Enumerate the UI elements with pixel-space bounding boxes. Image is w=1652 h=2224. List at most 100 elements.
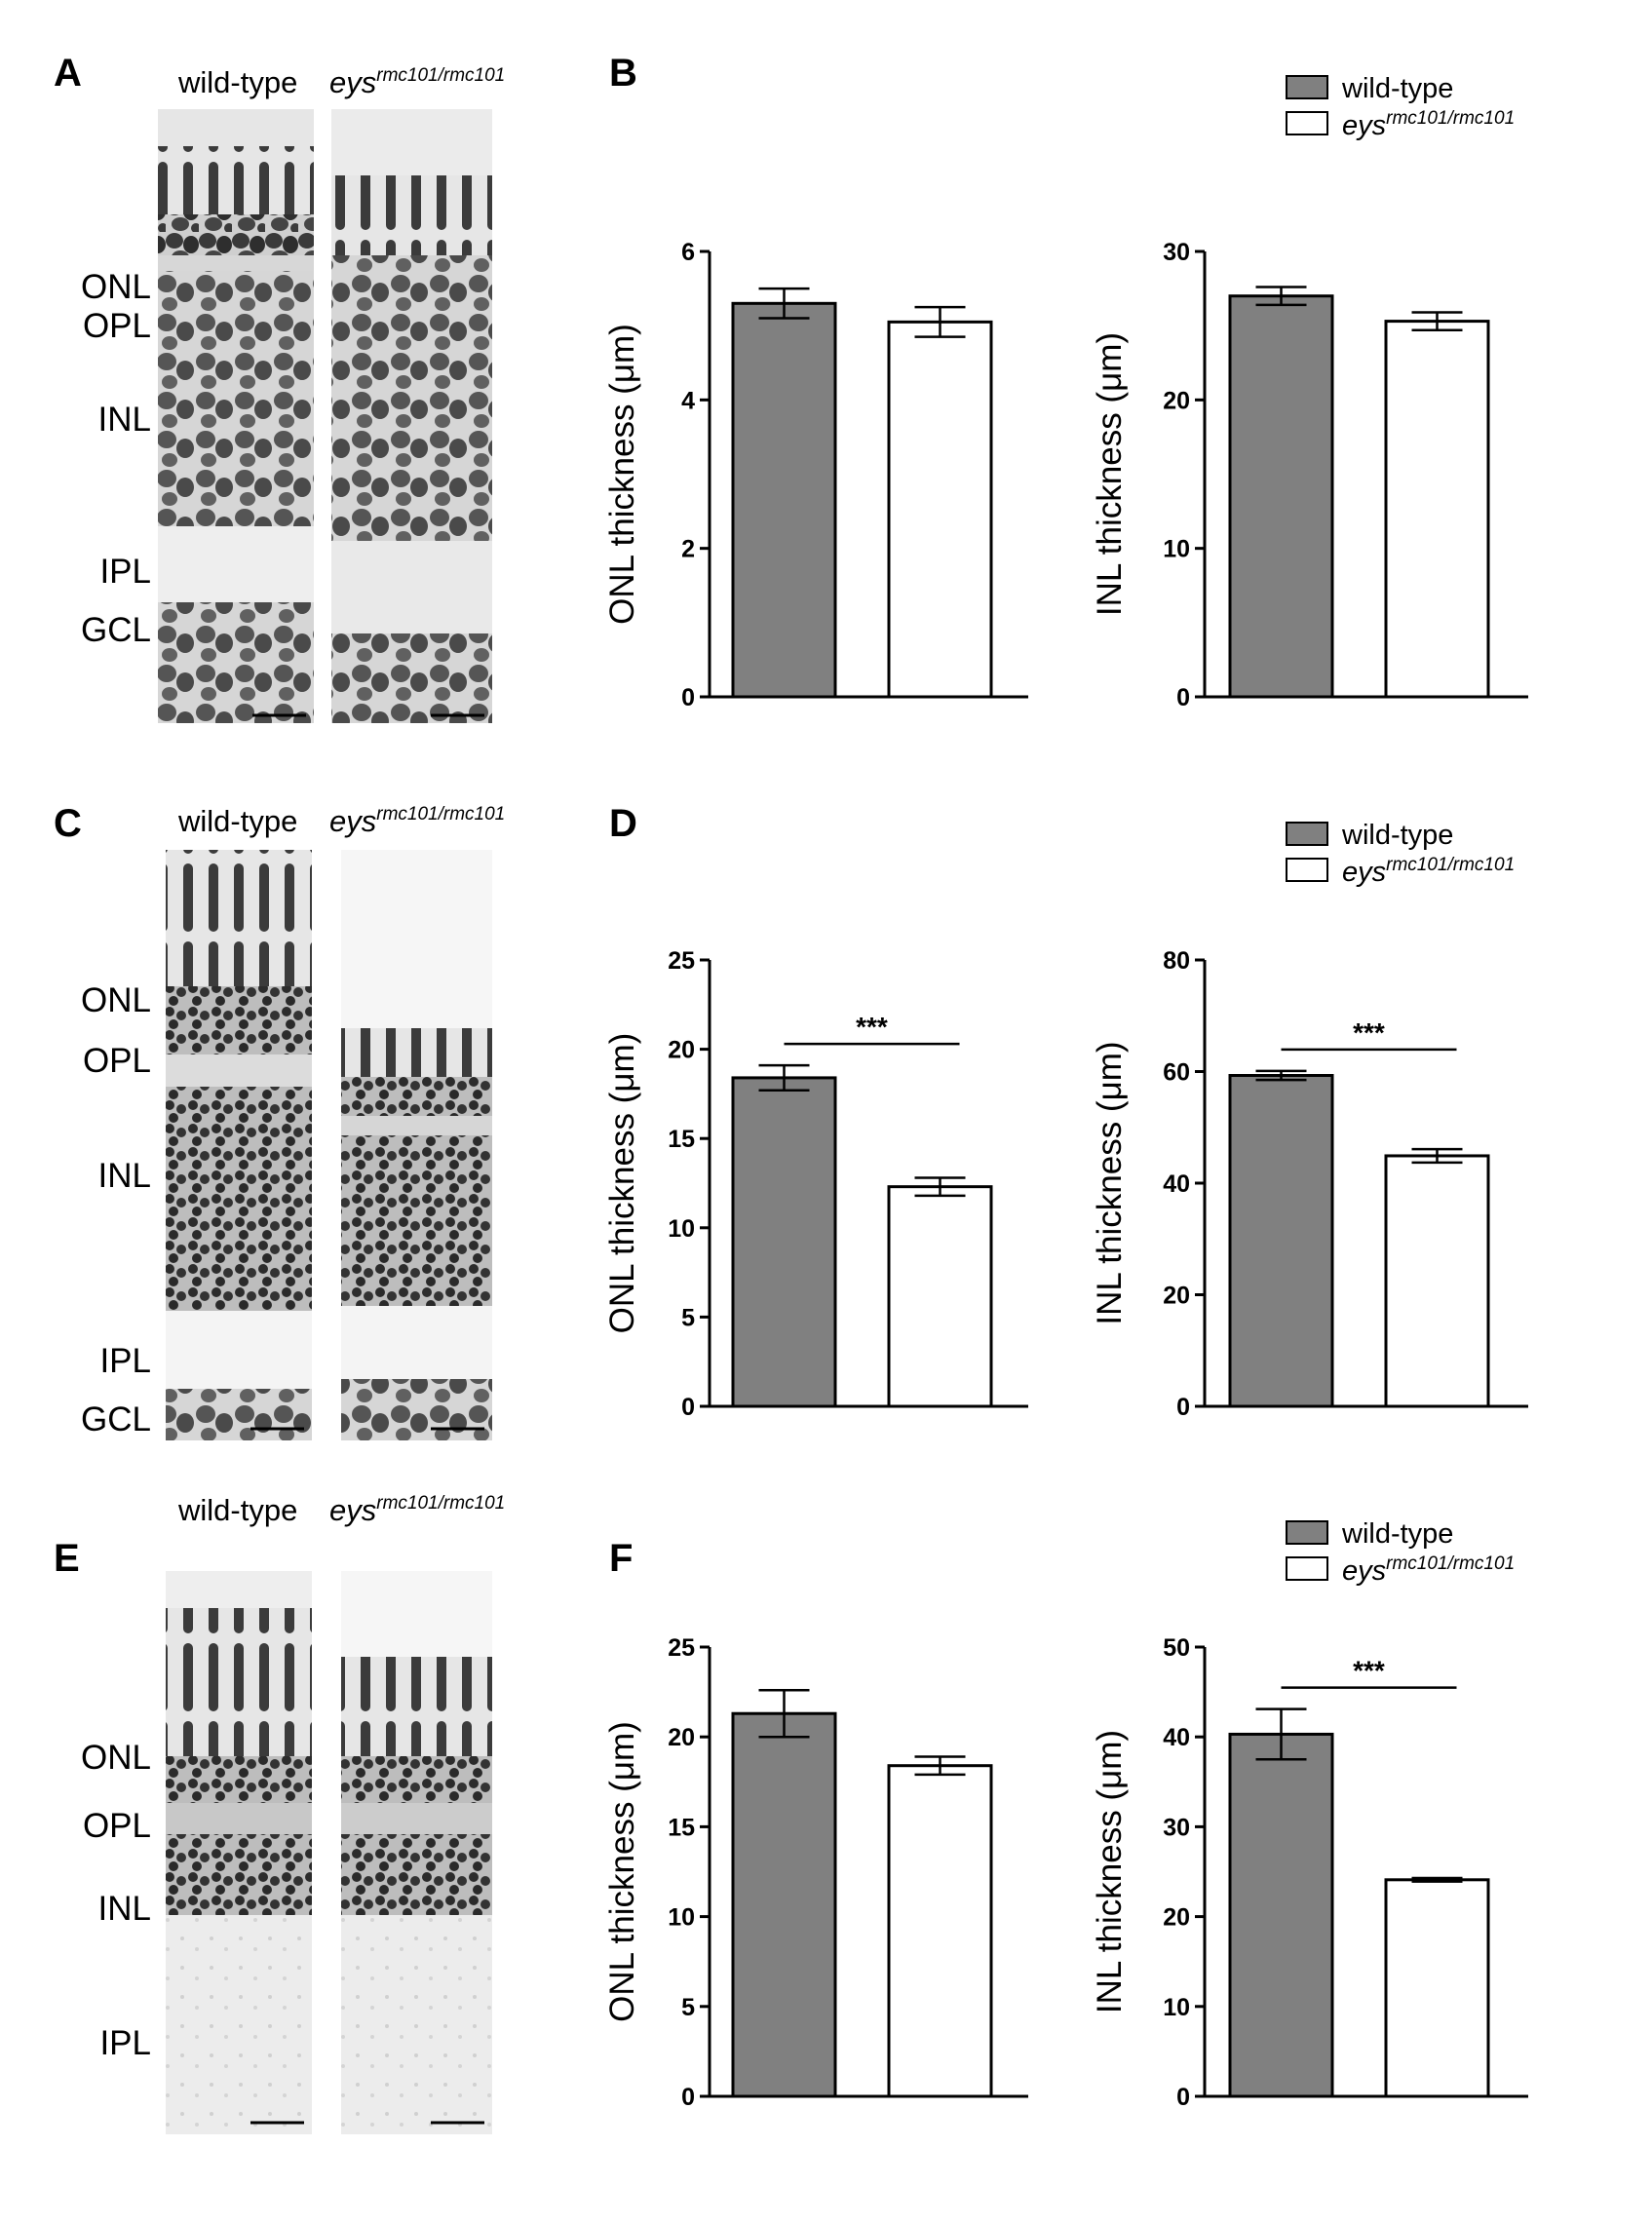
- y-tick-label: 30: [1163, 1814, 1190, 1841]
- bar-mutant: [1384, 320, 1490, 699]
- y-tick-label: 20: [668, 1037, 695, 1064]
- tissue-band: [341, 1657, 492, 1756]
- tissue-band: [166, 986, 312, 1054]
- layer-label: ONL: [81, 1739, 151, 1777]
- tissue-band: [166, 1834, 312, 1915]
- chart-D-ONL: ONL thickness (μm) 0 5 10 15 20 25 ***: [603, 947, 1028, 1421]
- mutant-label-superscript: rmc101/rmc101: [1386, 1553, 1515, 1574]
- y-tick-label: 20: [1163, 1283, 1190, 1310]
- layer-label: IPL: [99, 2024, 151, 2062]
- tissue-band: [166, 1087, 312, 1311]
- chart-B-ONL: ONL thickness (μm) 0 2 4 6: [603, 239, 1028, 711]
- tissue-band: [158, 271, 314, 526]
- wildtype-micrograph: [158, 109, 314, 723]
- bar-wildtype: [731, 1711, 837, 2098]
- bar-mutant: [1384, 1878, 1490, 2098]
- layer-label: OPL: [83, 1807, 151, 1845]
- y-tick-label: 15: [668, 1126, 695, 1153]
- y-tick-label: 0: [681, 684, 695, 711]
- tissue-band: [331, 633, 492, 723]
- y-tick-label: 40: [1163, 1724, 1190, 1751]
- y-tick-label: 10: [1163, 1994, 1190, 2021]
- error-bar: [1411, 311, 1463, 331]
- tissue-band: [341, 1915, 492, 2134]
- tissue-band: [158, 109, 314, 146]
- tissue-band: [331, 541, 492, 633]
- bar-mutant: [887, 320, 993, 699]
- significance-marker: ***: [1353, 1656, 1385, 1686]
- wildtype-column-label: wild-type: [177, 65, 297, 99]
- y-tick-label: 25: [668, 947, 695, 975]
- bar-wildtype: [731, 301, 837, 699]
- legend-label-mutant: eysrmc101/rmc101: [1342, 108, 1515, 141]
- y-tick-label: 60: [1163, 1059, 1190, 1087]
- tissue-band: [341, 1077, 492, 1116]
- y-tick-label: 4: [681, 387, 695, 414]
- legend-label-wildtype: wild-type: [1341, 1518, 1453, 1550]
- bar-wildtype: [1228, 1074, 1334, 1408]
- y-axis-label: ONL thickness (μm): [603, 1033, 641, 1334]
- y-tick-label: 0: [681, 1394, 695, 1421]
- layer-label: INL: [98, 1157, 151, 1195]
- y-axis-label: ONL thickness (μm): [603, 1721, 641, 2022]
- y-tick-label: 2: [681, 536, 695, 563]
- panel-letter: E: [54, 1537, 80, 1580]
- layer-label: INL: [98, 401, 151, 439]
- tissue-band: [158, 526, 314, 602]
- y-tick-label: 20: [668, 1724, 695, 1751]
- tissue-band: [341, 1571, 492, 1657]
- mutant-label-superscript: rmc101/rmc101: [1386, 108, 1515, 129]
- y-tick-label: 0: [1176, 684, 1190, 711]
- y-tick-label: 15: [668, 1814, 695, 1841]
- layer-label: IPL: [99, 1342, 151, 1380]
- y-tick-label: 0: [1176, 2084, 1190, 2111]
- y-tick-label: 6: [681, 239, 695, 266]
- wildtype-column-label: wild-type: [177, 804, 297, 838]
- chart-B-INL: INL thickness (μm) 0 10 20 30: [1091, 239, 1528, 711]
- bar-wildtype: [1228, 294, 1334, 699]
- legend-label-mutant: eysrmc101/rmc101: [1342, 1553, 1515, 1587]
- wildtype-micrograph: [166, 1571, 312, 2134]
- chart-F-ONL: ONL thickness (μm) 0 5 10 15 20 25: [603, 1634, 1028, 2111]
- tissue-band: [341, 1756, 492, 1803]
- bar-mutant: [1384, 1154, 1490, 1408]
- tissue-band: [166, 1803, 312, 1834]
- y-tick-label: 20: [1163, 1904, 1190, 1932]
- tissue-band: [341, 1306, 492, 1379]
- tissue-band: [331, 175, 492, 255]
- tissue-band: [341, 1834, 492, 1915]
- error-bar: [758, 1063, 810, 1092]
- tissue-band: [341, 1135, 492, 1306]
- y-tick-label: 25: [668, 1634, 695, 1662]
- wildtype-column-label: wild-type: [177, 1493, 297, 1527]
- significance-marker: ***: [1353, 1017, 1385, 1048]
- mutant-label-base: eys: [329, 1493, 376, 1527]
- y-tick-label: 0: [1176, 1394, 1190, 1421]
- tissue-band: [166, 1571, 312, 1608]
- significance-marker: ***: [856, 1012, 888, 1042]
- error-bar: [758, 287, 810, 320]
- panel-letter: F: [609, 1537, 633, 1580]
- tissue-band: [166, 1311, 312, 1389]
- y-axis-label: INL thickness (μm): [1091, 1730, 1129, 2013]
- error-bar: [1255, 1707, 1307, 1761]
- tissue-band: [158, 255, 314, 271]
- panel-letter: D: [609, 802, 637, 845]
- error-bar: [758, 1689, 810, 1739]
- layer-label: INL: [98, 1890, 151, 1928]
- legend-label-wildtype: wild-type: [1341, 73, 1453, 104]
- bar-mutant: [887, 1185, 993, 1408]
- mutant-column-label: eysrmc101/rmc101: [329, 804, 505, 838]
- wildtype-micrograph: [166, 850, 312, 1440]
- tissue-band: [158, 146, 314, 214]
- legend: wild-type eysrmc101/rmc101: [1286, 73, 1515, 141]
- error-bar: [1411, 1876, 1463, 1883]
- legend-swatch-mutant: [1286, 1556, 1328, 1581]
